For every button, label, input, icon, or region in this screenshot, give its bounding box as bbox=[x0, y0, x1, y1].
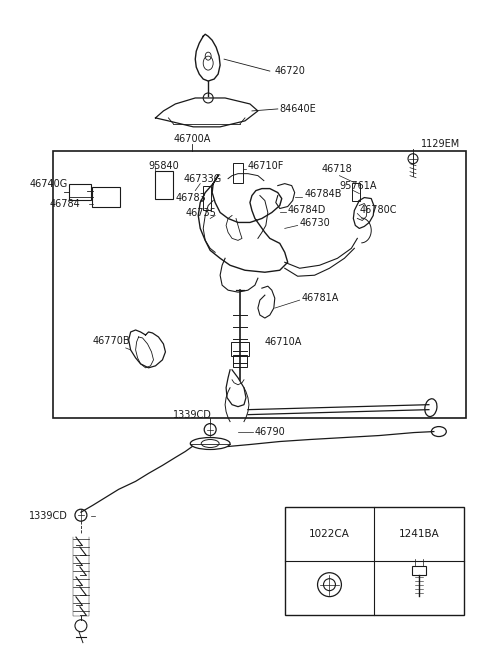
Bar bbox=[233, 355, 247, 367]
Text: 46780C: 46780C bbox=[360, 205, 397, 216]
Text: 46790: 46790 bbox=[255, 426, 286, 436]
Text: 84640E: 84640E bbox=[280, 104, 316, 114]
Text: 46740G: 46740G bbox=[29, 178, 68, 189]
Bar bbox=[231, 342, 249, 356]
Text: 46784D: 46784D bbox=[288, 205, 326, 216]
Text: 46700A: 46700A bbox=[174, 134, 211, 144]
Bar bbox=[285, 507, 464, 615]
Bar bbox=[69, 184, 91, 199]
Text: 46710F: 46710F bbox=[248, 161, 284, 171]
Text: 46720: 46720 bbox=[275, 66, 306, 76]
Text: 46718: 46718 bbox=[322, 164, 352, 174]
Text: 46770B: 46770B bbox=[93, 336, 131, 346]
Text: 1339CD: 1339CD bbox=[29, 511, 68, 522]
Bar bbox=[203, 186, 211, 211]
Text: 46784: 46784 bbox=[49, 199, 80, 209]
Bar bbox=[53, 151, 466, 418]
Text: 1022CA: 1022CA bbox=[309, 529, 350, 539]
Bar bbox=[156, 171, 173, 199]
Bar bbox=[412, 566, 426, 575]
Text: 95840: 95840 bbox=[148, 161, 180, 171]
Text: 46733G: 46733G bbox=[183, 174, 222, 184]
Text: 95761A: 95761A bbox=[339, 180, 377, 191]
Text: 46781A: 46781A bbox=[301, 293, 339, 303]
Bar bbox=[233, 163, 243, 182]
Text: 46783: 46783 bbox=[175, 193, 206, 203]
Bar bbox=[92, 186, 120, 207]
Text: 1241BA: 1241BA bbox=[398, 529, 439, 539]
Bar bbox=[352, 182, 360, 201]
Text: 46735: 46735 bbox=[185, 209, 216, 218]
Text: 1129EM: 1129EM bbox=[421, 139, 460, 149]
Text: 46784B: 46784B bbox=[305, 188, 342, 199]
Text: 1339CD: 1339CD bbox=[173, 409, 212, 420]
Text: 46710A: 46710A bbox=[265, 337, 302, 347]
Text: 46730: 46730 bbox=[300, 218, 330, 228]
